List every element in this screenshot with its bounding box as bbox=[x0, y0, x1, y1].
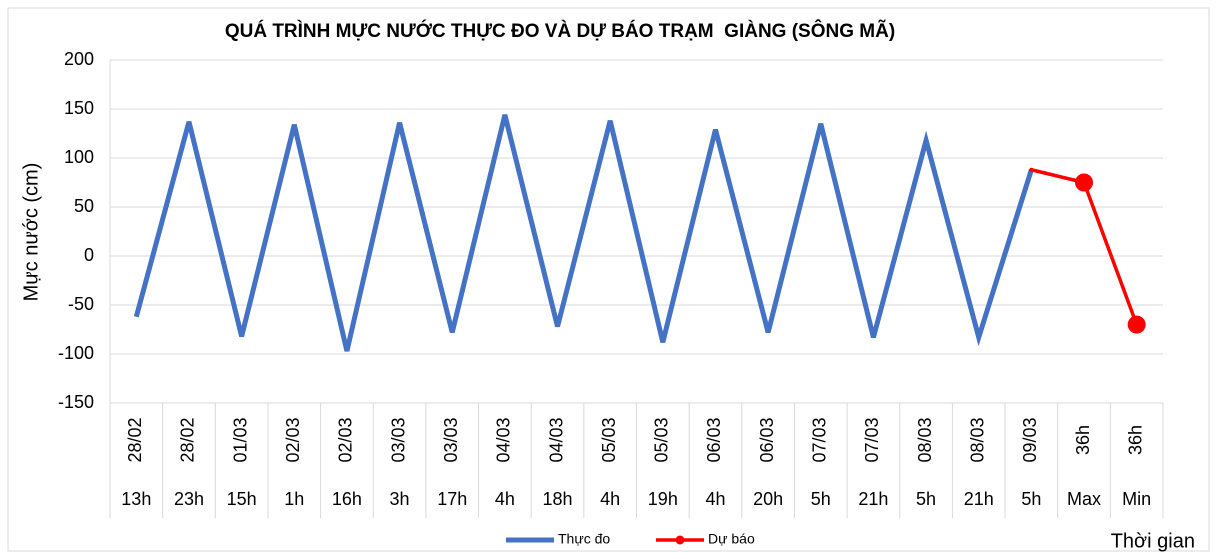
x-subtick-label: 17h bbox=[437, 489, 467, 509]
x-tick-label: 08/03 bbox=[967, 417, 987, 462]
x-subtick-label: 15h bbox=[227, 489, 257, 509]
x-subtick-label: 13h bbox=[121, 489, 151, 509]
x-tick-label: 05/03 bbox=[652, 417, 672, 462]
point-marker bbox=[1127, 315, 1146, 334]
point-marker bbox=[1029, 167, 1034, 172]
point-marker bbox=[1075, 173, 1094, 192]
x-tick-label: 08/03 bbox=[915, 417, 935, 462]
legend-label: Thực đo bbox=[558, 531, 610, 547]
x-subtick-label: 21h bbox=[964, 489, 994, 509]
x-tick-label: 06/03 bbox=[757, 417, 777, 462]
x-subtick-label: 19h bbox=[648, 489, 678, 509]
x-subtick-label: 4h bbox=[705, 489, 725, 509]
x-tick-label: 05/03 bbox=[599, 417, 619, 462]
x-tick-label: 03/03 bbox=[441, 417, 461, 462]
x-subtick-label: Min bbox=[1122, 489, 1151, 509]
legend-marker bbox=[675, 535, 685, 545]
y-tick-label: 200 bbox=[64, 49, 94, 69]
x-subtick-label: 1h bbox=[284, 489, 304, 509]
x-tick-label: 28/02 bbox=[125, 417, 145, 462]
x-tick-label: 07/03 bbox=[810, 417, 830, 462]
x-subtick-label: 4h bbox=[600, 489, 620, 509]
chart-border bbox=[7, 7, 1210, 552]
x-subtick-label: 18h bbox=[543, 489, 573, 509]
x-subtick-label: 3h bbox=[390, 489, 410, 509]
y-tick-label: 0 bbox=[84, 245, 94, 265]
chart-title: QUÁ TRÌNH MỰC NƯỚC THỰC ĐO VÀ DỰ BÁO TRẠ… bbox=[225, 20, 895, 42]
y-tick-label: 100 bbox=[64, 147, 94, 167]
y-tick-label: -100 bbox=[58, 343, 94, 363]
y-tick-label: 150 bbox=[64, 98, 94, 118]
x-tick-label: 36h bbox=[1125, 425, 1145, 455]
x-subtick-label: 21h bbox=[858, 489, 888, 509]
x-tick-label: 28/02 bbox=[178, 417, 198, 462]
x-axis-label: Thời gian bbox=[1111, 530, 1195, 552]
x-tick-label: 04/03 bbox=[546, 417, 566, 462]
x-subtick-label: 16h bbox=[332, 489, 362, 509]
y-tick-label: -150 bbox=[58, 392, 94, 412]
y-tick-label: -50 bbox=[68, 294, 94, 314]
x-tick-label: 07/03 bbox=[862, 417, 882, 462]
x-subtick-label: Max bbox=[1067, 489, 1101, 509]
x-subtick-label: 5h bbox=[1021, 489, 1041, 509]
x-tick-label: 09/03 bbox=[1020, 417, 1040, 462]
y-tick-label: 50 bbox=[74, 196, 94, 216]
x-subtick-label: 5h bbox=[811, 489, 831, 509]
x-tick-label: 04/03 bbox=[494, 417, 514, 462]
y-axis-label: Mực nước (cm) bbox=[20, 163, 42, 302]
x-tick-label: 06/03 bbox=[704, 417, 724, 462]
x-subtick-label: 4h bbox=[495, 489, 515, 509]
x-subtick-label: 5h bbox=[916, 489, 936, 509]
x-subtick-label: 20h bbox=[753, 489, 783, 509]
x-tick-label: 01/03 bbox=[230, 417, 250, 462]
x-tick-label: 03/03 bbox=[388, 417, 408, 462]
series-line bbox=[133, 114, 1034, 352]
x-tick-label: 36h bbox=[1073, 425, 1093, 455]
x-subtick-label: 23h bbox=[174, 489, 204, 509]
x-tick-label: 02/03 bbox=[336, 417, 356, 462]
x-tick-label: 02/03 bbox=[283, 417, 303, 462]
legend-label: Dự báo bbox=[708, 531, 755, 547]
